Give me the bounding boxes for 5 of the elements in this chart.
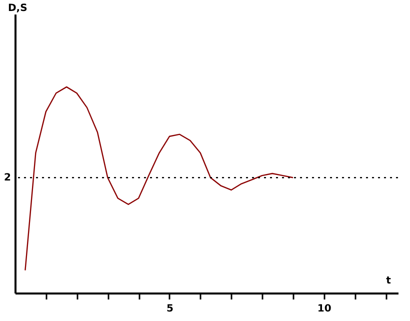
x-tick-label: 5: [166, 304, 174, 314]
x-tick-label: 10: [317, 304, 332, 314]
x-axis-title: t: [386, 276, 392, 286]
text: D,S: [8, 3, 28, 14]
text: 2: [4, 172, 12, 184]
